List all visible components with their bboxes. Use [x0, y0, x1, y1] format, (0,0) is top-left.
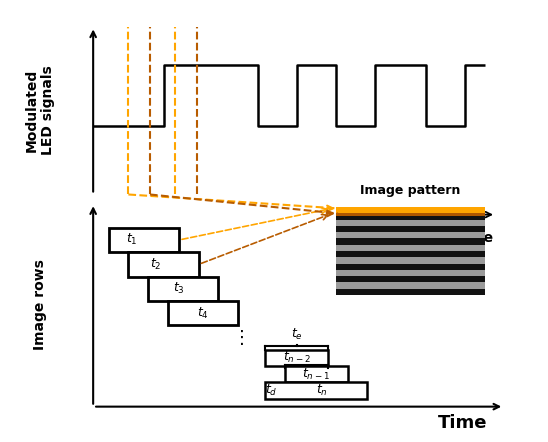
Text: $t_e$: $t_e$ [291, 327, 302, 342]
Text: $t_1$: $t_1$ [127, 232, 138, 248]
Bar [128, 252, 199, 277]
Text: Image rows: Image rows [33, 259, 47, 351]
Bar [285, 366, 347, 382]
Text: Modulated
LED signals: Modulated LED signals [25, 65, 55, 156]
Text: $t_{n-2}$: $t_{n-2}$ [283, 351, 311, 366]
Text: $t_n$: $t_n$ [316, 383, 328, 398]
Text: $t_d$: $t_d$ [265, 383, 277, 398]
Text: $t_{n-1}$: $t_{n-1}$ [302, 366, 330, 381]
Bar [148, 277, 219, 301]
Text: Time: Time [438, 414, 488, 432]
Text: $t_2$: $t_2$ [150, 257, 162, 272]
Bar [265, 382, 367, 399]
Text: Time: Time [456, 231, 494, 245]
Text: ⋮: ⋮ [233, 328, 251, 347]
Bar [168, 301, 238, 325]
Bar [265, 350, 328, 366]
Text: Image pattern: Image pattern [360, 184, 460, 197]
Bar [109, 228, 179, 252]
Text: $t_3$: $t_3$ [173, 281, 185, 296]
Text: $t_4$: $t_4$ [197, 305, 209, 320]
